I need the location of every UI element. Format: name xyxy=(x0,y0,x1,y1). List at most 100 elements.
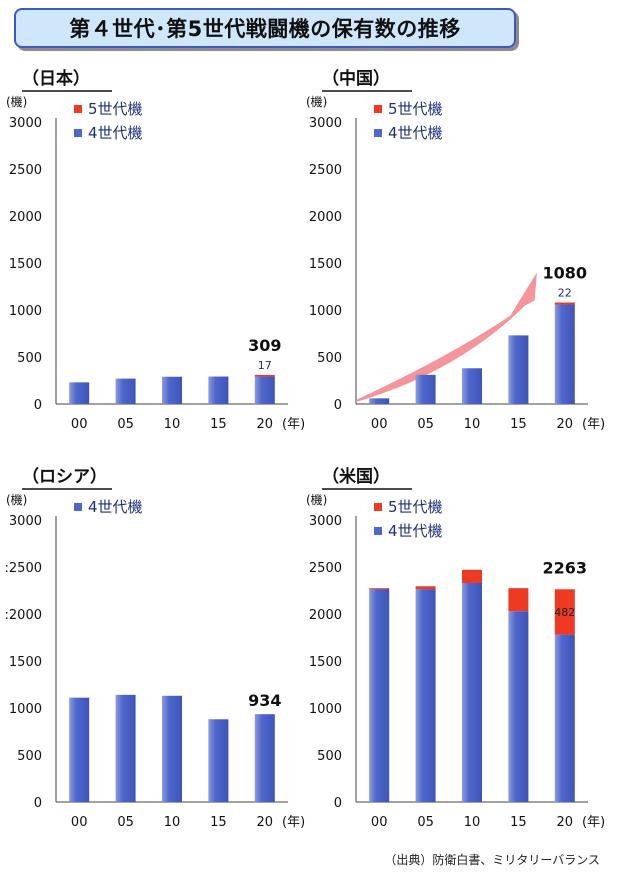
chart-svg: （中国） (機) 0 500 1000 1500 2000 2500 3000 00 05 10 15 2… xyxy=(306,68,605,432)
bar-gen4 xyxy=(462,582,482,802)
y-axis-unit: (機) xyxy=(6,492,27,507)
x-tick-label: 10 xyxy=(164,815,181,830)
x-tick-label: 05 xyxy=(417,815,434,830)
title-banner: 第４世代･第5世代戦闘機の保有数の推移 xyxy=(14,8,516,48)
legend-label: 4世代機 xyxy=(388,522,443,540)
bar-gen4 xyxy=(69,697,90,802)
bar-gen4 xyxy=(254,714,275,802)
legend-swatch xyxy=(374,527,382,535)
x-tick-label: 20 xyxy=(257,815,274,830)
legend-swatch xyxy=(74,129,82,137)
y-tick-label: 1500 xyxy=(9,655,42,670)
y-tick-label: 0 xyxy=(334,796,342,811)
x-tick-label: 20 xyxy=(257,417,274,432)
x-tick-label: 05 xyxy=(117,417,134,432)
bar-gen4 xyxy=(69,382,90,404)
y-tick-label: 1000 xyxy=(9,304,42,319)
bar-gen4 xyxy=(508,335,529,404)
y-tick-label: 0 xyxy=(334,398,342,413)
legend-swatch xyxy=(374,105,382,113)
x-tick-label: 15 xyxy=(210,417,227,432)
y-tick-label: 2000 xyxy=(9,210,42,225)
legend-swatch xyxy=(374,503,382,511)
x-axis-unit: (年) xyxy=(282,815,305,830)
bar-gen4 xyxy=(554,634,575,802)
gen5-data-label: 17 xyxy=(258,359,272,372)
total-label: 934 xyxy=(248,691,281,710)
chart-china: （中国） (機) 0 500 1000 1500 2000 2500 3000 00 05 10 15 2… xyxy=(300,62,605,452)
bar-gen4 xyxy=(115,694,136,802)
bar-gen5 xyxy=(254,374,275,377)
y-tick-label: 1500 xyxy=(9,257,42,272)
x-axis-unit: (年) xyxy=(582,815,605,830)
y-tick-label: 2500 xyxy=(9,163,42,178)
chart-japan: （日本） (機) 0 500 1000 1500 2000 2500 3000 00 05 10 15 2… xyxy=(0,62,305,452)
bar-gen4 xyxy=(162,695,182,802)
x-tick-label: 05 xyxy=(117,815,134,830)
total-label: 2263 xyxy=(543,558,588,577)
source-note: （出典）防衛白書、ミリタリーバランス xyxy=(384,853,600,867)
page-title: 第４世代･第5世代戦闘機の保有数の推移 xyxy=(69,17,461,41)
y-tick-label: 500 xyxy=(17,351,42,366)
chart-svg: （米国） (機) 0 500 1000 1500 2000 2500 3000 00 05 10 15 2… xyxy=(306,466,605,830)
x-axis-unit: (年) xyxy=(582,417,605,432)
y-tick-label: 0 xyxy=(34,796,42,811)
bar-gen5 xyxy=(462,569,482,583)
bar-gen5 xyxy=(508,588,529,612)
bar-gen4 xyxy=(254,376,275,404)
legend-label: 4世代機 xyxy=(88,124,143,142)
y-tick-label: 2000 xyxy=(309,608,342,623)
bar-gen4 xyxy=(415,589,436,802)
legend-swatch xyxy=(374,129,382,137)
y-tick-label: 0 xyxy=(34,398,42,413)
bar-gen4 xyxy=(208,376,229,404)
total-label: 1080 xyxy=(543,263,588,282)
gen5-data-label: 22 xyxy=(558,286,572,299)
bar-gen5 xyxy=(554,589,575,635)
y-tick-label: 3000 xyxy=(309,116,342,131)
y-tick-label: :2500 xyxy=(5,561,42,576)
x-tick-label: 00 xyxy=(71,417,88,432)
chart-usa: （米国） (機) 0 500 1000 1500 2000 2500 3000 00 05 10 15 2… xyxy=(300,460,605,850)
y-tick-label: :2000 xyxy=(5,608,42,623)
x-tick-label: 10 xyxy=(464,815,481,830)
bar-gen4 xyxy=(162,376,182,404)
y-tick-label: 2000 xyxy=(309,210,342,225)
x-tick-label: 10 xyxy=(464,417,481,432)
x-tick-label: 15 xyxy=(210,815,227,830)
legend-label: 5世代機 xyxy=(88,100,143,118)
y-tick-label: 1000 xyxy=(309,702,342,717)
x-tick-label: 15 xyxy=(510,417,527,432)
y-tick-label: 3000 xyxy=(9,116,42,131)
x-tick-label: 00 xyxy=(371,815,388,830)
chart-russia: （ロシア） (機) 0 500 1000 1500:2000:2500 3000 00 05 10… xyxy=(0,460,306,850)
y-tick-label: 1000 xyxy=(309,304,342,319)
x-tick-label: 20 xyxy=(557,815,574,830)
panel-title: （米国） xyxy=(322,466,390,487)
y-axis-unit: (機) xyxy=(306,492,327,507)
x-tick-label: 05 xyxy=(417,417,434,432)
legend-label: 5世代機 xyxy=(388,498,443,516)
bar-gen4 xyxy=(369,398,390,404)
y-tick-label: 1500 xyxy=(309,655,342,670)
bar-gen5 xyxy=(554,302,575,305)
x-axis-unit: (年) xyxy=(282,417,305,432)
panel-title: （日本） xyxy=(22,68,90,89)
legend-swatch xyxy=(74,503,82,511)
y-tick-label: 1000 xyxy=(9,702,42,717)
bar-gen4 xyxy=(115,378,136,404)
x-tick-label: 00 xyxy=(371,417,388,432)
y-axis-unit: (機) xyxy=(6,94,27,109)
bar-gen5 xyxy=(415,586,436,590)
bar-gen4 xyxy=(369,589,390,802)
y-axis-unit: (機) xyxy=(306,94,327,109)
y-tick-label: 3000 xyxy=(309,514,342,529)
x-tick-label: 20 xyxy=(557,417,574,432)
y-tick-label: 2500 xyxy=(309,163,342,178)
x-tick-label: 15 xyxy=(510,815,527,830)
y-tick-label: 500 xyxy=(17,749,42,764)
legend-label: 5世代機 xyxy=(388,100,443,118)
gen5-data-label: 482 xyxy=(554,606,575,619)
x-tick-label: 00 xyxy=(71,815,88,830)
bar-gen4 xyxy=(462,368,482,404)
